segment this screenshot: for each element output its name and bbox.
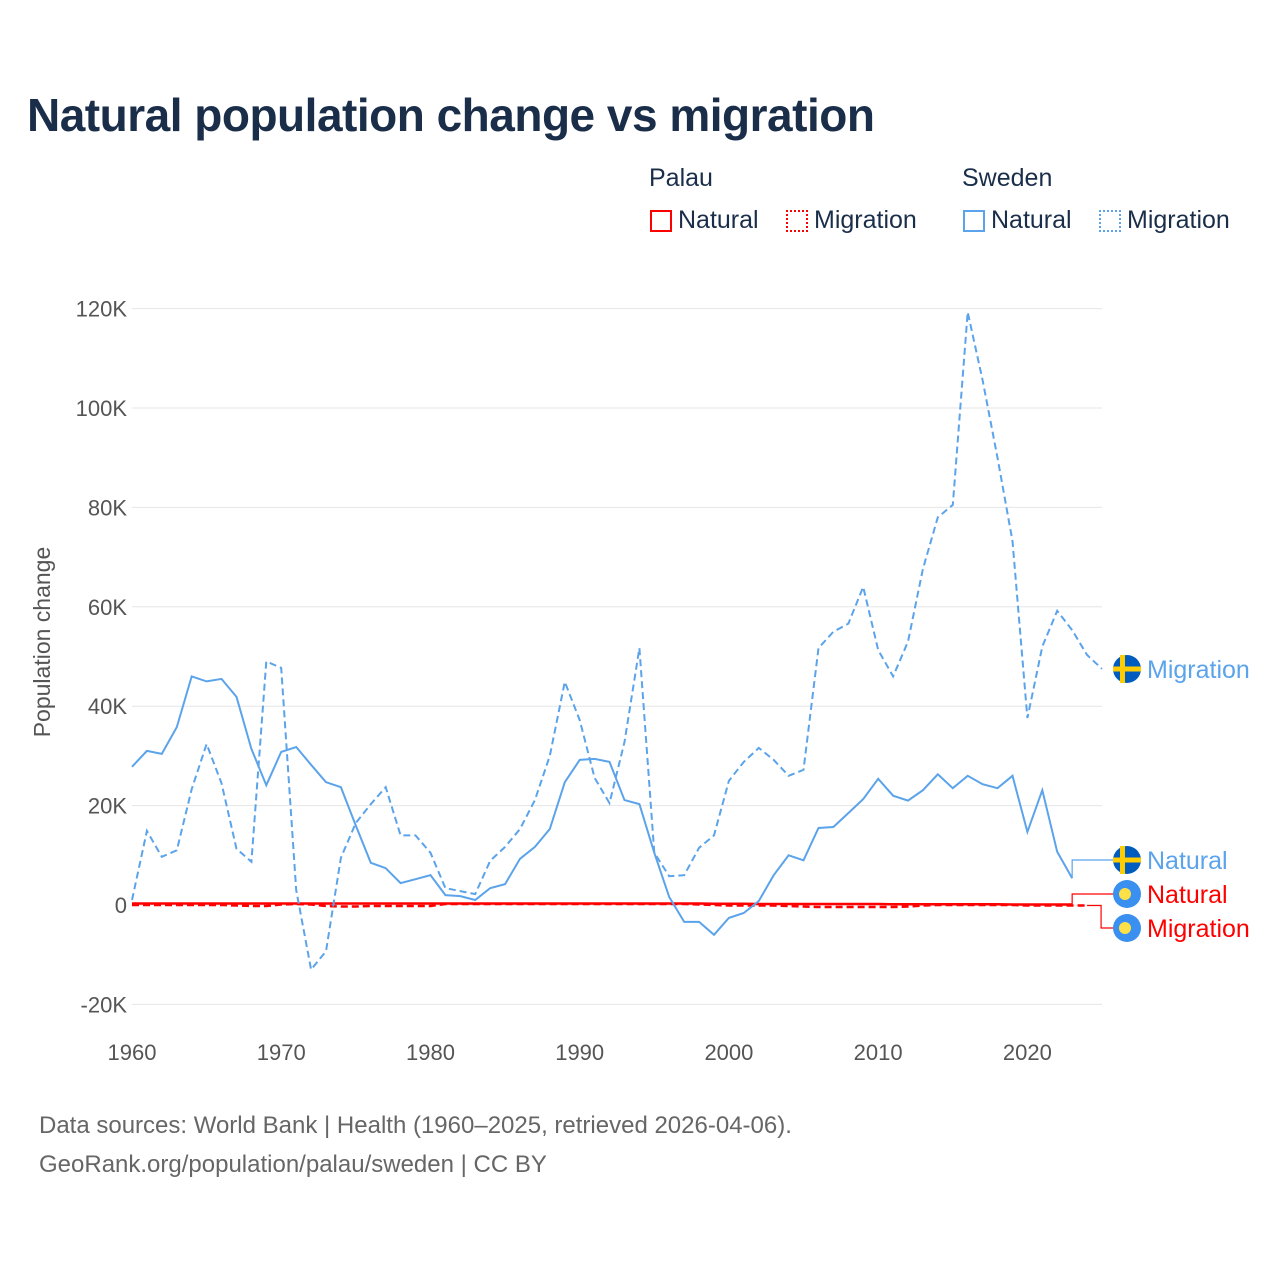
label-connector [1071,859,1114,879]
x-tick-label: 1990 [555,1040,604,1065]
label-connector [1071,893,1114,905]
y-tick-label: 40K [88,694,127,719]
legend-swatch-solid-icon [963,209,985,232]
legend-swatch-solid-icon [650,209,672,232]
sweden-flag-icon [1113,846,1141,874]
y-tick-label: 120K [76,297,128,322]
series-sweden-migration [131,311,1103,972]
legend-sweden-migration[interactable]: Migration [1099,206,1230,235]
palau-flag-icon [1113,914,1141,942]
end-label-palau-natural: Natural [1147,881,1228,909]
x-tick-label: 2000 [704,1040,753,1065]
sweden-flag-icon [1113,655,1141,683]
end-label-sweden-natural: Natural [1147,847,1228,875]
x-tick-label: 2020 [1003,1040,1052,1065]
series-sweden-natural [131,675,1074,937]
label-connector [1087,904,1114,929]
y-tick-label: 80K [88,495,127,520]
legend-swatch-dotted-icon [1099,209,1121,232]
y-tick-label: 60K [88,595,127,620]
series-palau-natural [132,902,1073,906]
y-tick-label: 20K [88,794,127,819]
chart-title: Natural population change vs migration [27,89,875,141]
palau-flag-icon [1113,880,1141,908]
end-label-sweden-migration: Migration [1147,656,1250,684]
legend-label: Natural [678,206,759,234]
x-tick-label: 1960 [108,1040,157,1065]
legend-group-palau: Palau [649,164,713,192]
end-label-palau-migration: Migration [1147,915,1250,943]
y-tick-label: -20K [81,992,128,1017]
legend-label: Migration [1127,206,1230,234]
legend-palau-natural[interactable]: Natural [650,206,759,235]
legend-group-sweden: Sweden [962,164,1053,192]
footer-sources: Data sources: World Bank | Health (1960–… [39,1112,792,1139]
x-tick-label: 1980 [406,1040,455,1065]
y-tick-label: 100K [76,396,128,421]
legend-label: Migration [814,206,917,234]
footer-link[interactable]: GeoRank.org/population/palau/sweden | CC… [39,1151,547,1178]
legend-swatch-dotted-icon [786,209,808,232]
footer: Data sources: World Bank | Health (1960–… [39,1106,792,1184]
y-tick-label: 0 [115,893,127,918]
x-tick-label: 1970 [257,1040,306,1065]
legend-label: Natural [991,206,1072,234]
legend-palau-migration[interactable]: Migration [786,206,917,235]
y-axis-label: Population change [29,547,55,738]
legend-sweden-natural[interactable]: Natural [963,206,1072,235]
x-tick-label: 2010 [854,1040,903,1065]
